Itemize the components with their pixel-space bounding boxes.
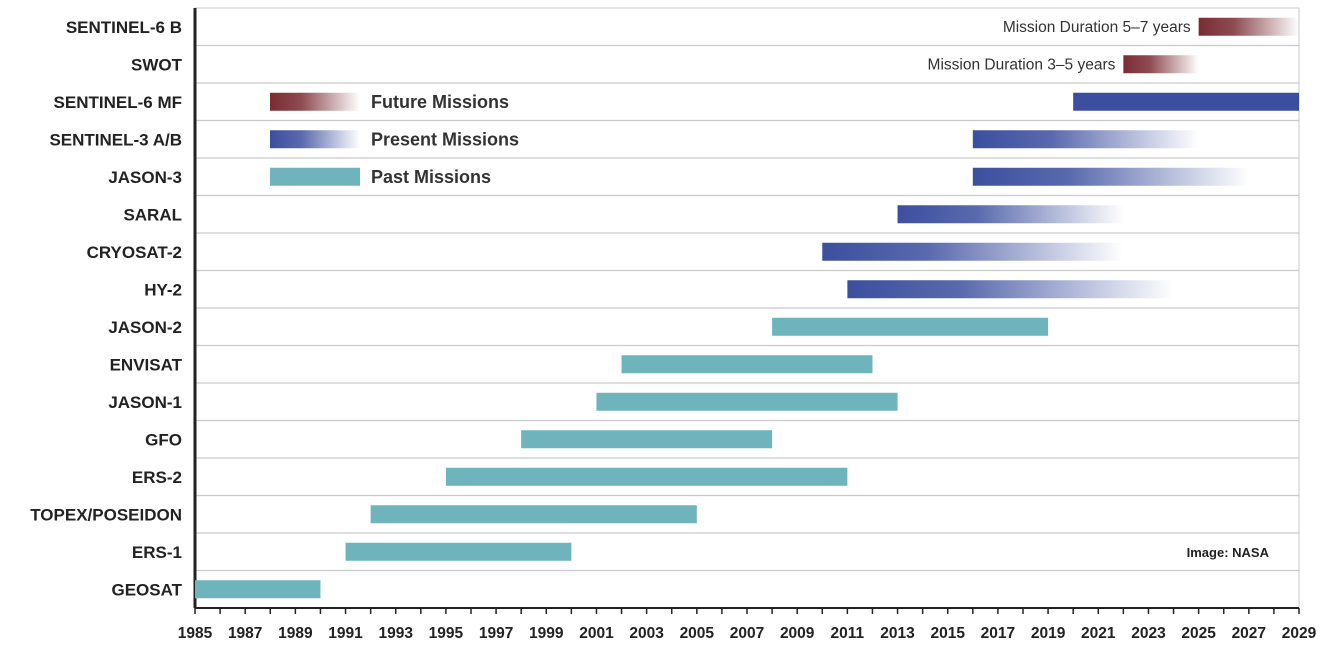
x-tick-label: 2009 xyxy=(780,625,815,642)
legend-swatch-future xyxy=(270,92,360,111)
x-tick-label: 2011 xyxy=(831,625,865,642)
mission-bar-jason-2 xyxy=(772,317,1049,336)
mission-bar-saral xyxy=(897,205,1124,224)
x-tick-label: 1991 xyxy=(328,625,363,642)
x-tick-label: 2003 xyxy=(629,625,664,642)
x-tick-label: 2029 xyxy=(1282,625,1317,642)
x-tick-label: 1997 xyxy=(479,625,513,642)
row-label-cryosat-2: CRYOSAT-2 xyxy=(87,243,182,262)
row-label-jason-1: JASON-1 xyxy=(108,393,182,412)
mission-bar-sentinel-6-mf xyxy=(1073,92,1299,111)
x-tick-label: 1995 xyxy=(429,625,464,642)
x-tick-label: 2007 xyxy=(730,625,764,642)
x-tick-label: 1999 xyxy=(529,625,564,642)
x-tick-label: 1987 xyxy=(228,625,262,642)
row-label-sentinel-3-a-b: SENTINEL-3 A/B xyxy=(49,130,182,149)
x-tick-label: 2019 xyxy=(1031,625,1066,642)
legend-label-future: Future Missions xyxy=(371,92,509,112)
legend-swatch-present xyxy=(270,130,360,149)
row-label-saral: SARAL xyxy=(123,205,182,224)
x-tick-label: 2015 xyxy=(930,625,965,642)
mission-bar-envisat xyxy=(621,355,873,374)
x-tick-label: 1985 xyxy=(178,625,213,642)
legend-label-present: Present Missions xyxy=(371,129,519,149)
x-tick-label: 2021 xyxy=(1081,625,1116,642)
duration-annotation: Mission Duration 3–5 years xyxy=(928,56,1116,73)
x-tick-label: 1993 xyxy=(378,625,413,642)
row-label-sentinel-6-b: SENTINEL-6 B xyxy=(66,18,182,37)
row-label-ers-2: ERS-2 xyxy=(132,468,182,487)
row-label-jason-3: JASON-3 xyxy=(108,168,182,187)
mission-bar-geosat xyxy=(195,580,321,599)
image-credit: Image: NASA xyxy=(1187,545,1270,560)
x-tick-label: 2013 xyxy=(880,625,915,642)
mission-bar-hy-2 xyxy=(847,280,1174,299)
x-tick-label: 1989 xyxy=(278,625,313,642)
mission-bar-jason-1 xyxy=(596,392,898,411)
mission-bar-ers-1 xyxy=(345,542,572,561)
x-tick-label: 2023 xyxy=(1131,625,1166,642)
legend-swatch-past xyxy=(270,167,360,186)
row-label-jason-2: JASON-2 xyxy=(108,318,182,337)
row-label-sentinel-6-mf: SENTINEL-6 MF xyxy=(54,93,182,112)
legend-label-past: Past Missions xyxy=(371,167,491,187)
duration-annotation: Mission Duration 5–7 years xyxy=(1003,19,1191,36)
mission-bar-jason-3 xyxy=(972,167,1249,186)
mission-bar-sentinel-6-b xyxy=(1198,17,1299,36)
x-tick-label: 2027 xyxy=(1232,625,1266,642)
row-label-topex-poseidon: TOPEX/POSEIDON xyxy=(30,505,182,524)
row-label-gfo: GFO xyxy=(145,430,182,449)
row-label-swot: SWOT xyxy=(131,55,183,74)
mission-bar-gfo xyxy=(521,430,773,449)
mission-bar-ers-2 xyxy=(445,467,848,486)
x-tick-label: 2017 xyxy=(981,625,1015,642)
x-tick-label: 2005 xyxy=(680,625,715,642)
row-label-envisat: ENVISAT xyxy=(110,355,183,374)
x-tick-label: 2001 xyxy=(579,625,614,642)
mission-bar-sentinel-3-a-b xyxy=(972,130,1199,149)
x-tick-label: 2025 xyxy=(1181,625,1216,642)
row-label-hy-2: HY-2 xyxy=(144,280,182,299)
row-label-geosat: GEOSAT xyxy=(111,580,182,599)
mission-bar-cryosat-2 xyxy=(822,242,1124,261)
row-label-ers-1: ERS-1 xyxy=(132,543,182,562)
mission-bar-swot xyxy=(1123,55,1199,74)
mission-bar-topex-poseidon xyxy=(370,505,697,524)
